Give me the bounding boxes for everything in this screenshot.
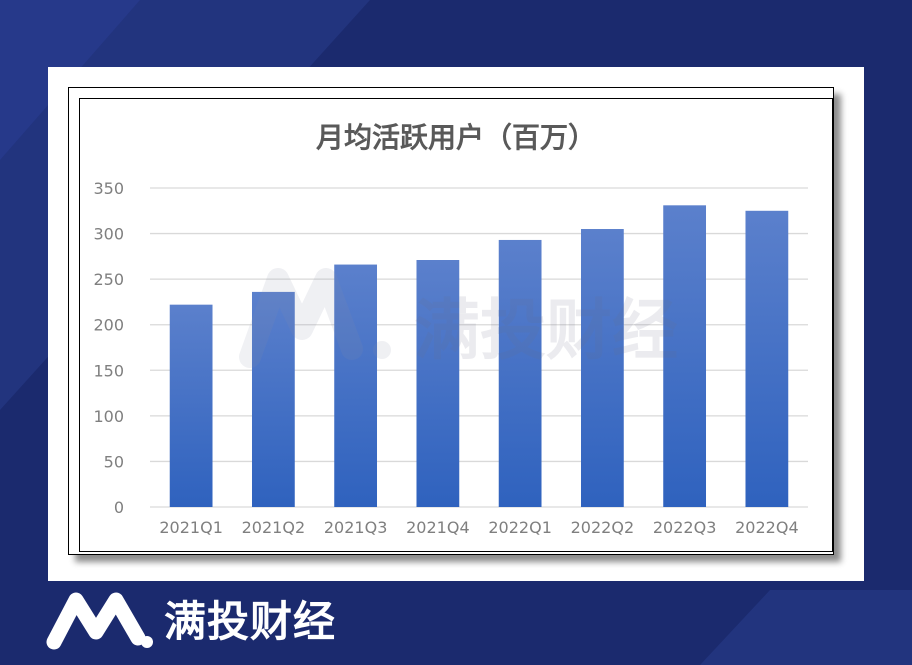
chart-title: 月均活跃用户（百万） (315, 121, 596, 154)
y-tick-label: 300 (93, 225, 124, 244)
x-tick-label: 2022Q4 (735, 518, 799, 537)
x-tick-label: 2022Q3 (653, 518, 717, 537)
bar-2021Q1 (169, 304, 213, 507)
chart-frame: 月均活跃用户（百万） 0 50 100 150 200 250 300 350 2021Q1 2… (68, 87, 834, 555)
bar-2021Q4 (416, 260, 460, 507)
chart-panel: 月均活跃用户（百万） 0 50 100 150 200 250 300 350 2021Q1 2… (48, 67, 864, 581)
x-tick-label: 2021Q4 (406, 518, 470, 537)
bar-2022Q2 (580, 229, 624, 507)
x-tick-label: 2021Q3 (324, 518, 388, 537)
bars (169, 205, 789, 508)
x-tick-label: 2022Q2 (571, 518, 635, 537)
brand-name: 满投财经 (164, 597, 337, 646)
y-tick-label: 0 (114, 498, 124, 517)
watermark: 满投财经 (239, 268, 678, 369)
bar-2022Q4 (745, 210, 789, 507)
y-axis-ticks: 0 50 100 150 200 250 300 350 (93, 179, 124, 517)
x-tick-label: 2021Q2 (242, 518, 306, 537)
y-tick-label: 250 (93, 270, 124, 289)
watermark-logo-icon (239, 268, 363, 368)
bar-2021Q3 (334, 264, 378, 507)
y-tick-label: 100 (93, 407, 124, 426)
bar-2021Q2 (251, 291, 295, 507)
y-tick-label: 200 (93, 316, 124, 335)
bar-2022Q3 (663, 205, 707, 507)
bar-2022Q1 (498, 239, 542, 508)
x-axis-ticks: 2021Q1 2021Q2 2021Q3 2021Q4 2022Q1 2022Q2 2022… (159, 518, 798, 537)
watermark-text: 满投财经 (414, 292, 678, 369)
y-tick-label: 150 (93, 361, 124, 380)
brand-logo-icon (46, 592, 153, 650)
chart-area: 月均活跃用户（百万） 0 50 100 150 200 250 300 350 2021Q1 2… (79, 98, 833, 552)
x-tick-label: 2021Q1 (159, 518, 223, 537)
y-tick-label: 50 (104, 452, 124, 471)
y-tick-label: 350 (93, 179, 124, 198)
x-tick-label: 2022Q1 (488, 518, 552, 537)
